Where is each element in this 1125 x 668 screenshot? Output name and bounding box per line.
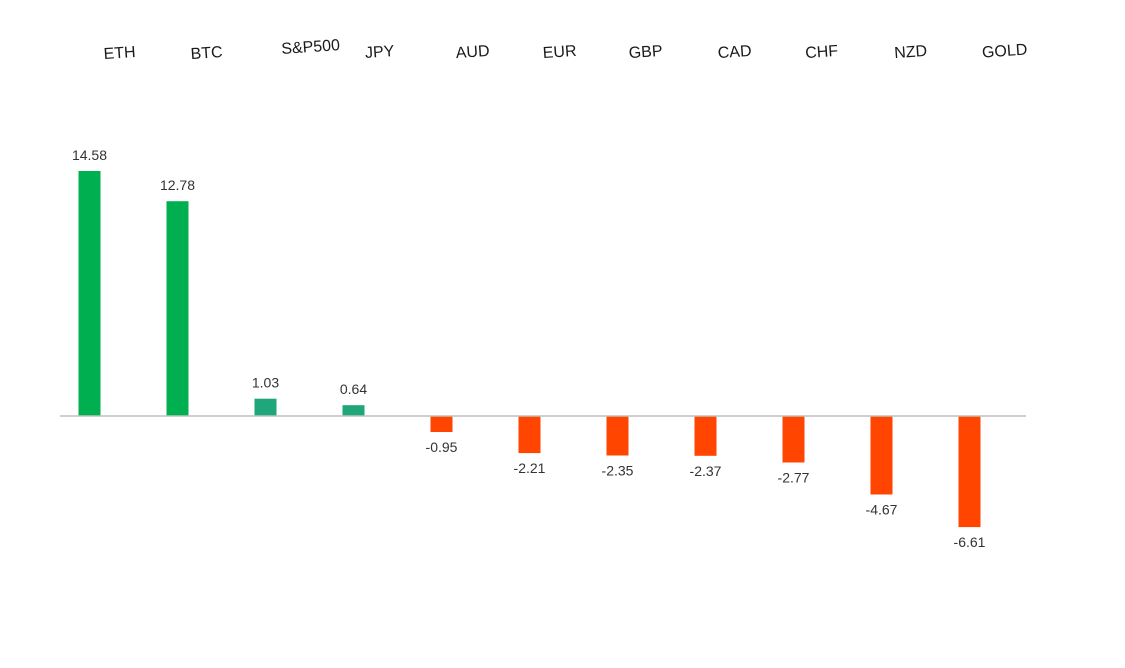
category-label: NZD	[894, 43, 928, 62]
category-label: CHF	[805, 43, 839, 62]
category-label: JPY	[364, 43, 395, 62]
category-label: S&P500	[281, 37, 341, 58]
value-label: -2.37	[690, 463, 722, 479]
bar-eth	[78, 171, 101, 416]
value-label: -4.67	[866, 502, 898, 518]
value-label: -6.61	[954, 534, 986, 550]
value-label: 0.64	[340, 381, 367, 397]
bar-aud	[430, 416, 453, 432]
bar-cad	[694, 416, 717, 456]
bar-chf	[782, 416, 805, 463]
bar-nzd	[870, 416, 893, 495]
category-label: ETH	[103, 44, 136, 63]
value-label: -2.21	[514, 460, 546, 476]
value-label: 1.03	[252, 375, 279, 391]
category-label: GBP	[628, 43, 663, 62]
value-label: -0.95	[426, 439, 458, 455]
category-label: EUR	[542, 43, 577, 62]
category-label: CAD	[717, 43, 752, 62]
value-label: -2.77	[778, 470, 810, 486]
bar-gbp	[606, 416, 629, 456]
value-label: 14.58	[72, 147, 107, 163]
bar-gold	[958, 416, 981, 528]
bar-btc	[166, 201, 189, 416]
value-label: 12.78	[160, 177, 195, 193]
category-label: BTC	[190, 44, 223, 63]
bar-eur	[518, 416, 541, 454]
category-label: AUD	[455, 43, 490, 62]
bar-sp500	[254, 398, 277, 416]
category-label: GOLD	[981, 41, 1027, 61]
value-label: -2.35	[602, 463, 634, 479]
bar-jpy	[342, 405, 365, 416]
